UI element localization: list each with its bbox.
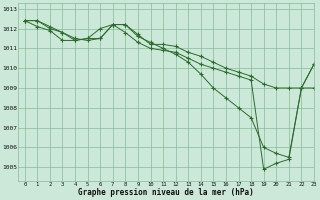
X-axis label: Graphe pression niveau de la mer (hPa): Graphe pression niveau de la mer (hPa) — [78, 188, 254, 197]
